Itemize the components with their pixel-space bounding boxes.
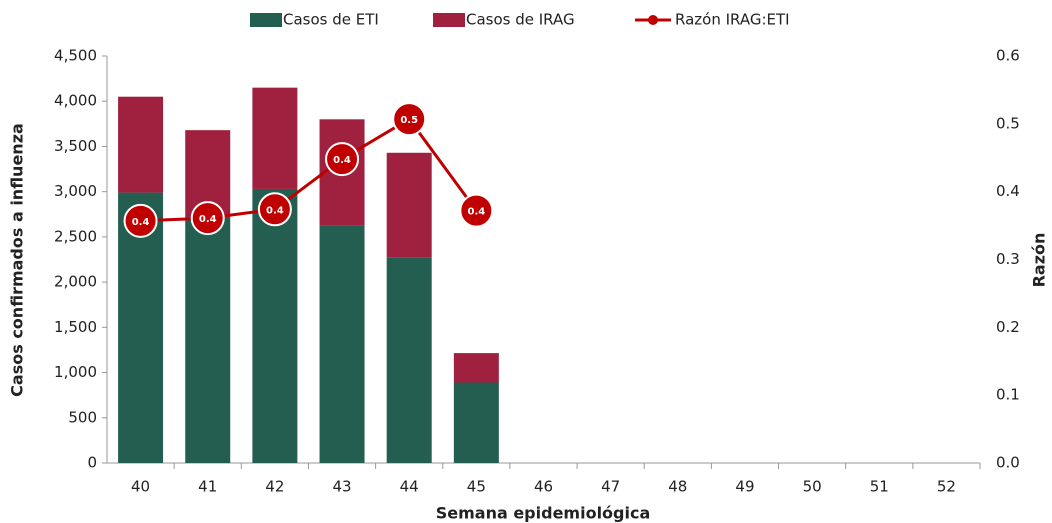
y2-tick-label: 0.1 (996, 386, 1020, 404)
x-tick-label: 52 (937, 478, 956, 496)
bar (319, 225, 365, 463)
bar (386, 257, 432, 463)
bar (386, 152, 432, 258)
bar (185, 216, 231, 463)
y-tick-label: 4,500 (54, 47, 97, 65)
legend-swatch (433, 13, 465, 27)
x-tick-label: 44 (400, 478, 419, 496)
x-tick-label: 46 (534, 478, 553, 496)
x-tick-label: 49 (735, 478, 754, 496)
y-tick-label: 2,000 (54, 273, 97, 291)
bar (453, 353, 499, 383)
point-label: 0.4 (266, 205, 284, 216)
y-tick-label: 500 (68, 408, 97, 426)
legend-label: Casos de ETI (283, 11, 379, 29)
point (325, 142, 360, 177)
y2-tick-label: 0.6 (996, 47, 1020, 65)
y-tick-label: 3,500 (54, 137, 97, 155)
y2-axis-title: Razón (1030, 233, 1049, 288)
y-tick-label: 0 (87, 454, 97, 472)
y2-tick-label: 0.2 (996, 318, 1020, 336)
x-tick-label: 48 (668, 478, 687, 496)
y2-tick-label: 0.5 (996, 114, 1020, 132)
y-tick-label: 2,500 (54, 227, 97, 245)
legend-label: Razón IRAG:ETI (675, 11, 790, 29)
bar (252, 188, 298, 463)
point (257, 192, 292, 227)
y-tick-label: 1,500 (54, 318, 97, 336)
point (459, 193, 494, 228)
x-tick-label: 43 (332, 478, 351, 496)
point-label: 0.4 (132, 217, 150, 228)
point-label: 0.4 (199, 214, 217, 225)
y-tick-label: 4,000 (54, 92, 97, 110)
y2-tick-label: 0.3 (996, 250, 1020, 268)
y-tick-label: 1,000 (54, 363, 97, 381)
x-tick-label: 47 (601, 478, 620, 496)
legend-label: Casos de IRAG (466, 11, 575, 29)
x-axis-title: Semana epidemiológica (436, 504, 651, 523)
x-tick-label: 50 (803, 478, 822, 496)
x-tick-label: 41 (198, 478, 217, 496)
legend-swatch (250, 13, 282, 27)
y2-tick-label: 0.4 (996, 182, 1020, 200)
x-tick-label: 42 (265, 478, 284, 496)
x-tick-label: 51 (870, 478, 889, 496)
point-label: 0.5 (400, 115, 418, 126)
y2-tick-label: 0.0 (996, 454, 1020, 472)
y-axis-title: Casos confirmados a influenza (8, 123, 27, 397)
point (392, 102, 427, 137)
bar (252, 87, 298, 189)
point (190, 201, 225, 236)
legend-marker (648, 15, 658, 25)
y-tick-label: 3,000 (54, 182, 97, 200)
x-tick-label: 45 (467, 478, 486, 496)
x-tick-label: 40 (131, 478, 150, 496)
point (123, 203, 158, 238)
bar (118, 96, 164, 193)
point-label: 0.4 (333, 155, 351, 166)
point-label: 0.4 (467, 207, 485, 218)
bar (453, 382, 499, 463)
